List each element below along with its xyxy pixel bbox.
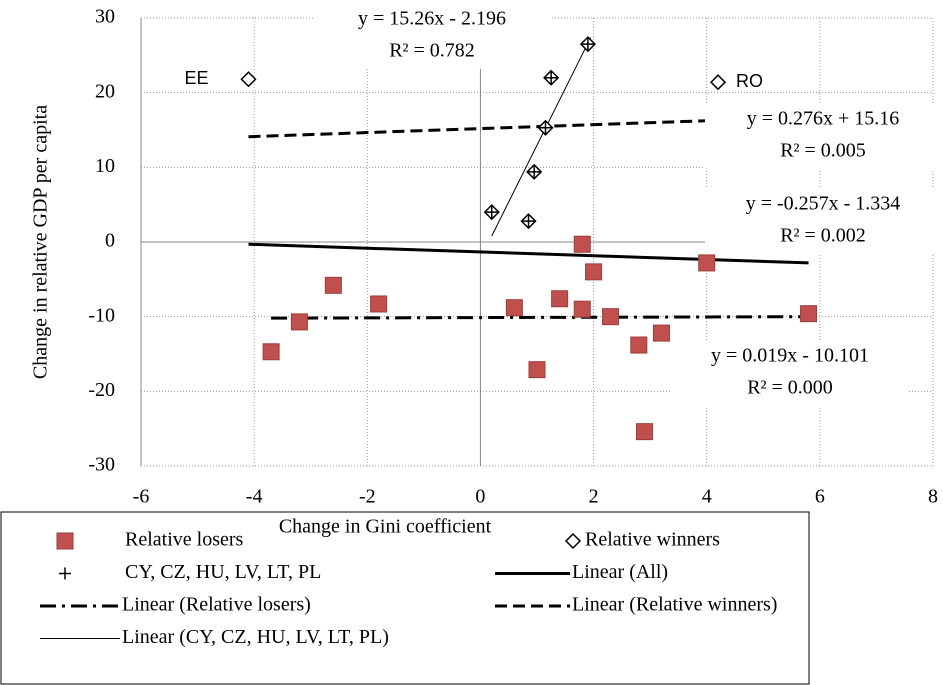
marker-square	[698, 254, 716, 272]
marker-diamond	[709, 74, 727, 91]
x-tick-label: 0	[475, 486, 485, 508]
equation-box	[705, 188, 941, 254]
trendline	[491, 37, 592, 237]
x-tick-label: 2	[589, 486, 599, 508]
trend-equation: y = -0.257x - 1.334	[746, 193, 901, 215]
marker-square	[551, 290, 569, 308]
marker-square	[505, 299, 523, 317]
legend-label: Relative losers	[125, 529, 244, 551]
marker-square	[602, 308, 620, 326]
legend-label: CY, CZ, HU, LV, LT, PL	[125, 561, 321, 583]
x-tick-label: -4	[246, 486, 263, 508]
trendline	[248, 118, 719, 139]
marker-plus	[528, 165, 541, 178]
x-tick-label: 8	[928, 486, 938, 508]
marker-square	[630, 336, 648, 354]
legend-label: Relative winners	[585, 529, 720, 551]
marker-square	[652, 324, 670, 342]
point-label: EE	[184, 68, 208, 88]
equation-box	[705, 103, 941, 169]
y-tick-label: 30	[95, 6, 115, 28]
trend-equation: y = 0.276x + 15.16	[747, 108, 900, 130]
x-axis-label: Change in Gini coefficient	[279, 516, 492, 538]
marker-square	[290, 313, 308, 331]
marker-square	[585, 263, 603, 281]
equation-box	[314, 3, 550, 69]
trend-equation: y = 0.019x - 10.101	[711, 345, 869, 367]
trend-r2: R² = 0.005	[780, 140, 866, 162]
y-tick-label: -30	[88, 454, 115, 476]
x-tick-label: -6	[133, 486, 150, 508]
y-tick-label: 10	[95, 155, 115, 177]
marker-square	[528, 361, 546, 379]
marker-square	[324, 276, 342, 294]
marker-diamond	[240, 71, 257, 88]
trend-r2: R² = 0.000	[747, 377, 833, 399]
marker-plus	[485, 206, 498, 219]
y-tick-label: 20	[95, 80, 115, 102]
legend-label: Linear (Relative losers)	[122, 594, 311, 616]
y-tick-label: -10	[88, 304, 115, 326]
legend-marker	[59, 567, 71, 580]
trend-r2: R² = 0.002	[780, 225, 866, 247]
marker-square	[635, 423, 653, 441]
trendline	[271, 315, 809, 320]
legend-label: Linear (All)	[572, 561, 668, 583]
marker-square	[573, 235, 591, 253]
y-tick-label: -20	[88, 379, 115, 401]
legend-box	[0, 511, 810, 685]
legend-label: Linear (Relative winners)	[572, 594, 777, 616]
marker-plus	[581, 38, 594, 51]
y-axis-label: Change in relative GDP per capita	[30, 105, 52, 379]
marker-square	[800, 305, 818, 323]
legend-label: Linear (CY, CZ, HU, LV, LT, PL)	[122, 626, 389, 648]
point-label: RO	[736, 71, 763, 91]
marker-plus	[545, 71, 558, 84]
x-tick-label: -2	[359, 486, 376, 508]
marker-plus	[522, 215, 535, 228]
x-tick-label: 6	[815, 486, 825, 508]
x-tick-label: 4	[702, 486, 712, 508]
y-tick-label: 0	[105, 230, 115, 252]
trend-r2: R² = 0.782	[389, 40, 475, 62]
legend-marker	[564, 532, 582, 550]
legend-marker	[56, 532, 74, 550]
marker-square	[262, 343, 280, 361]
marker-plus	[539, 121, 552, 134]
marker-square	[370, 295, 388, 313]
marker-square	[573, 300, 591, 318]
trend-equation: y = 15.26x - 2.196	[358, 8, 506, 30]
equation-box	[672, 340, 908, 406]
